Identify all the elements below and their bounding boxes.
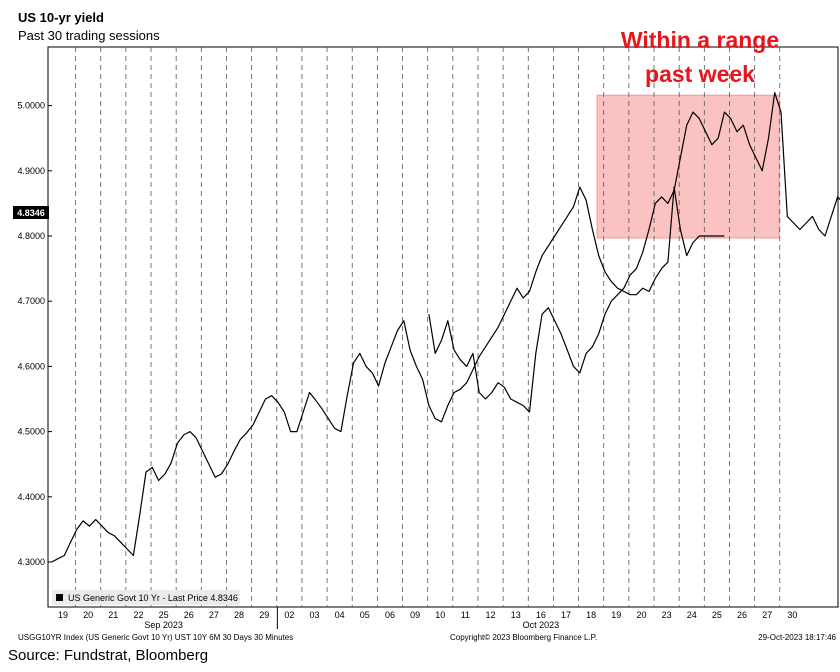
footer-left: USGG10YR Index (US Generic Govt 10 Yr) U…: [18, 633, 293, 642]
legend-label: US Generic Govt 10 Yr - Last Price 4.834…: [68, 593, 238, 603]
legend: US Generic Govt 10 Yr - Last Price 4.834…: [52, 590, 240, 605]
x-tick-label: 02: [284, 610, 294, 620]
x-tick-label: 24: [687, 610, 697, 620]
y-tick-label: 4.6000: [17, 361, 45, 371]
x-tick-label: 30: [787, 610, 797, 620]
x-tick-label: 16: [536, 610, 546, 620]
x-tick-label: 05: [360, 610, 370, 620]
x-tick-label: 11: [461, 610, 470, 620]
x-tick-label: 25: [159, 610, 169, 620]
last-price-box: [13, 206, 49, 219]
x-tick-label: 27: [209, 610, 219, 620]
x-tick-label: 27: [762, 610, 772, 620]
y-tick-label: 4.4000: [17, 492, 45, 502]
footer-center: Copyright© 2023 Bloomberg Finance L.P.: [450, 633, 597, 642]
x-tick-label: 26: [737, 610, 747, 620]
x-tick-label: 21: [108, 610, 118, 620]
y-tick-label: 4.7000: [17, 296, 45, 306]
x-tick-label: 06: [385, 610, 395, 620]
month-label: Sep 2023: [144, 620, 183, 630]
chart-title: US 10-yr yield: [18, 10, 104, 25]
x-tick-label: 10: [435, 610, 445, 620]
y-tick-label: 4.3000: [17, 557, 45, 567]
x-tick-label: 25: [712, 610, 722, 620]
source-note: Source: Fundstrat, Bloomberg: [8, 647, 209, 664]
footer-right: 29-Oct-2023 18:17:46: [758, 633, 836, 642]
series-line-segment: [51, 186, 725, 563]
x-tick-label: 04: [335, 610, 345, 620]
series-line-segment: [428, 91, 840, 413]
annotation-line-1: Within a range: [621, 27, 779, 53]
x-tick-label: 28: [234, 610, 244, 620]
x-tick-label: 09: [410, 610, 420, 620]
x-tick-label: 03: [309, 610, 319, 620]
y-tick-label: 4.9000: [17, 166, 45, 176]
highlight-range-box: [596, 94, 780, 239]
month-label: Oct 2023: [523, 620, 560, 630]
x-tick-label: 12: [486, 610, 496, 620]
y-tick-label: 4.5000: [17, 427, 45, 437]
chart-subtitle: Past 30 trading sessions: [18, 28, 160, 43]
x-tick-label: 26: [184, 610, 194, 620]
x-tick-label: 19: [58, 610, 68, 620]
y-tick-label: 5.0000: [17, 101, 45, 111]
legend-swatch: [56, 594, 63, 601]
annotation-line-2: past week: [645, 61, 755, 87]
y-tick-label: 4.8000: [17, 231, 45, 241]
x-tick-label: 20: [636, 610, 646, 620]
x-tick-label: 22: [133, 610, 143, 620]
x-tick-label: 19: [611, 610, 621, 620]
x-tick-label: 13: [511, 610, 521, 620]
last-price-label: 4.8346: [17, 208, 45, 218]
legend-box: [52, 590, 240, 605]
x-tick-label: 23: [662, 610, 672, 620]
x-tick-label: 29: [259, 610, 269, 620]
x-tick-label: 17: [561, 610, 571, 620]
x-tick-label: 20: [83, 610, 93, 620]
x-tick-label: 18: [586, 610, 596, 620]
last-price-marker: 4.8346: [13, 206, 49, 219]
